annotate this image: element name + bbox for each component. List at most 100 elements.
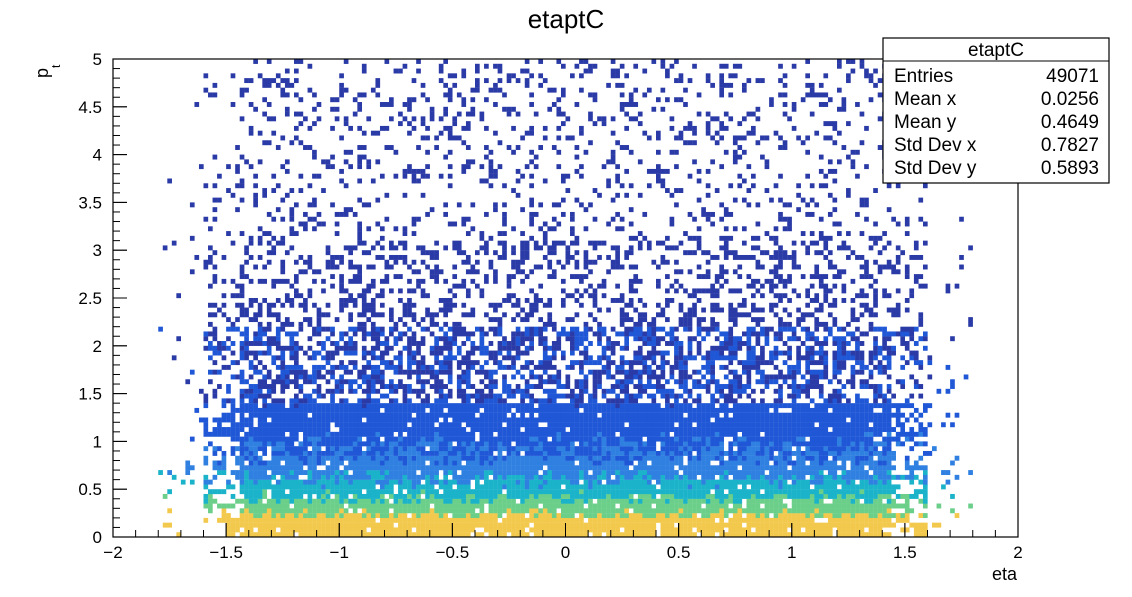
heatmap-cell xyxy=(379,312,385,318)
heatmap-cell xyxy=(674,341,679,346)
heatmap-cell xyxy=(366,360,372,366)
heatmap-cell xyxy=(339,178,344,184)
heatmap-cell xyxy=(425,455,430,461)
heatmap-cell xyxy=(230,446,236,452)
heatmap-cell xyxy=(533,398,539,404)
heatmap-cell xyxy=(275,470,281,476)
heatmap-cell xyxy=(470,441,476,447)
heatmap-cell xyxy=(651,106,657,112)
heatmap-cell xyxy=(660,503,666,509)
heatmap-cell xyxy=(253,393,258,399)
heatmap-cell xyxy=(628,517,634,523)
heatmap-cell xyxy=(538,532,544,538)
heatmap-cell xyxy=(244,489,249,495)
heatmap-cell xyxy=(633,116,639,122)
heatmap-cell xyxy=(366,398,372,404)
heatmap-cell xyxy=(556,503,562,509)
heatmap-cell xyxy=(325,326,331,332)
heatmap-cell xyxy=(357,470,363,476)
heatmap-cell xyxy=(529,417,534,423)
heatmap-cell xyxy=(298,302,304,308)
heatmap-cell xyxy=(239,465,245,471)
heatmap-cell xyxy=(588,92,593,98)
heatmap-cell xyxy=(420,436,426,442)
heatmap-cell xyxy=(203,422,209,428)
heatmap-cell xyxy=(447,87,453,93)
heatmap-cell xyxy=(221,455,227,461)
heatmap-cell xyxy=(674,149,679,155)
heatmap-cell xyxy=(565,188,571,193)
heatmap-cell xyxy=(321,364,326,370)
heatmap-cell xyxy=(294,355,299,361)
heatmap-cell xyxy=(624,398,629,404)
heatmap-cell xyxy=(384,489,390,495)
heatmap-cell xyxy=(579,87,584,93)
heatmap-cell xyxy=(597,517,602,523)
heatmap-cell xyxy=(307,393,313,399)
heatmap-cell xyxy=(438,422,444,428)
heatmap-cell xyxy=(556,240,562,246)
heatmap-cell xyxy=(488,489,494,495)
heatmap-cell xyxy=(637,121,643,127)
heatmap-cell xyxy=(194,407,200,413)
heatmap-cell xyxy=(674,379,679,385)
heatmap-cell xyxy=(244,379,249,385)
heatmap-cell xyxy=(325,355,331,361)
heatmap-cell xyxy=(275,312,281,318)
heatmap-cell xyxy=(601,498,607,504)
heatmap-cell xyxy=(407,360,412,366)
heatmap-cell xyxy=(678,522,684,528)
heatmap-cell xyxy=(262,298,267,303)
heatmap-cell xyxy=(606,360,611,366)
heatmap-cell xyxy=(370,355,376,361)
heatmap-cell xyxy=(366,164,372,170)
heatmap-cell xyxy=(683,403,688,409)
heatmap-cell xyxy=(656,312,661,318)
heatmap-cell xyxy=(497,360,503,366)
heatmap-cell xyxy=(601,364,607,370)
heatmap-cell xyxy=(506,484,512,490)
heatmap-cell xyxy=(456,345,462,351)
heatmap-cell xyxy=(407,97,412,103)
heatmap-cell xyxy=(343,474,349,480)
heatmap-cell xyxy=(493,493,498,499)
heatmap-cell xyxy=(601,417,607,423)
heatmap-cell xyxy=(547,364,553,370)
heatmap-cell xyxy=(579,379,584,385)
heatmap-cell xyxy=(321,221,326,227)
heatmap-cell xyxy=(556,460,562,466)
heatmap-cell xyxy=(502,336,507,342)
heatmap-cell xyxy=(456,240,462,246)
heatmap-cell xyxy=(488,513,494,519)
heatmap-cell xyxy=(592,446,598,452)
heatmap-cell xyxy=(407,298,412,303)
heatmap-cell xyxy=(556,436,562,442)
heatmap-cell xyxy=(244,431,249,437)
heatmap-cell xyxy=(511,484,516,490)
heatmap-cell xyxy=(646,350,652,356)
heatmap-cell xyxy=(642,364,648,370)
heatmap-cell xyxy=(624,393,629,399)
heatmap-cell xyxy=(456,508,462,514)
heatmap-cell xyxy=(502,221,507,227)
heatmap-cell xyxy=(565,417,571,423)
heatmap-cell xyxy=(343,465,349,471)
heatmap-cell xyxy=(533,298,539,303)
heatmap-cell xyxy=(325,412,331,418)
heatmap-cell xyxy=(511,250,516,256)
heatmap-cell xyxy=(597,116,602,122)
heatmap-cell xyxy=(524,326,530,332)
heatmap-cell xyxy=(502,202,507,208)
heatmap-cell xyxy=(230,326,236,332)
heatmap-cell xyxy=(560,513,566,519)
heatmap-cell xyxy=(461,522,467,528)
heatmap-cell xyxy=(253,384,258,389)
heatmap-cell xyxy=(289,484,295,490)
heatmap-cell xyxy=(606,388,611,394)
heatmap-cell xyxy=(547,517,553,523)
heatmap-cell xyxy=(556,513,562,519)
heatmap-cell xyxy=(416,527,421,533)
heatmap-cell xyxy=(411,503,417,509)
heatmap-cell xyxy=(570,513,575,519)
heatmap-cell xyxy=(493,427,498,432)
